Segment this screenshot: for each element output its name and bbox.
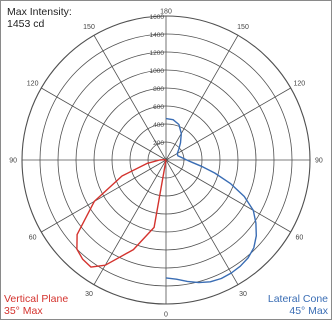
- angle-label: 150: [237, 24, 249, 31]
- grid-ring: [21, 15, 311, 305]
- angle-label: 0: [164, 312, 168, 319]
- grid-ring: [129, 123, 203, 197]
- max-intensity-annotation: Max Intensity: 1453 cd: [7, 6, 72, 30]
- angle-label: 90: [315, 158, 323, 165]
- grid-ring: [39, 33, 293, 287]
- vertical-plane-legend: Vertical Plane 35° Max: [4, 293, 69, 317]
- radial-tick-label: 200: [153, 140, 164, 147]
- radial-tick-label: 1200: [150, 50, 165, 57]
- lateral-cone-legend: Lateral Cone 45° Max: [267, 293, 328, 317]
- angle-label: 120: [294, 81, 306, 88]
- angle-label: 90: [9, 158, 17, 165]
- radial-tick-label: 1000: [150, 68, 165, 75]
- vertical-plane-curve: [76, 159, 167, 268]
- max-intensity-label: Max Intensity:: [7, 6, 72, 18]
- lateral-cone-curve: [165, 117, 257, 284]
- angle-label: 120: [27, 81, 39, 88]
- radial-tick-label: 400: [153, 122, 164, 129]
- angle-label: 30: [85, 291, 93, 298]
- angle-label: 30: [239, 291, 247, 298]
- radial-tick-label: 1600: [150, 14, 165, 21]
- grid-ring: [147, 141, 185, 179]
- vertical-plane-label: Vertical Plane: [4, 293, 69, 305]
- angle-label: 180: [160, 9, 172, 16]
- grid-ring: [57, 51, 275, 269]
- radial-tick-label: 800: [153, 86, 164, 93]
- radial-tick-label: 600: [153, 104, 164, 111]
- angle-label: 150: [83, 24, 95, 31]
- max-intensity-value: 1453 cd: [7, 17, 45, 30]
- angle-label: 60: [29, 235, 37, 242]
- grid-ring: [75, 69, 257, 251]
- grid-ring: [93, 87, 239, 233]
- grid-ring: [111, 105, 221, 215]
- vertical-plane-max: 35° Max: [4, 304, 43, 317]
- lateral-cone-max: 45° Max: [289, 304, 328, 317]
- lateral-cone-label: Lateral Cone: [267, 293, 328, 305]
- radial-tick-label: 1400: [150, 32, 165, 39]
- angle-label: 60: [295, 235, 303, 242]
